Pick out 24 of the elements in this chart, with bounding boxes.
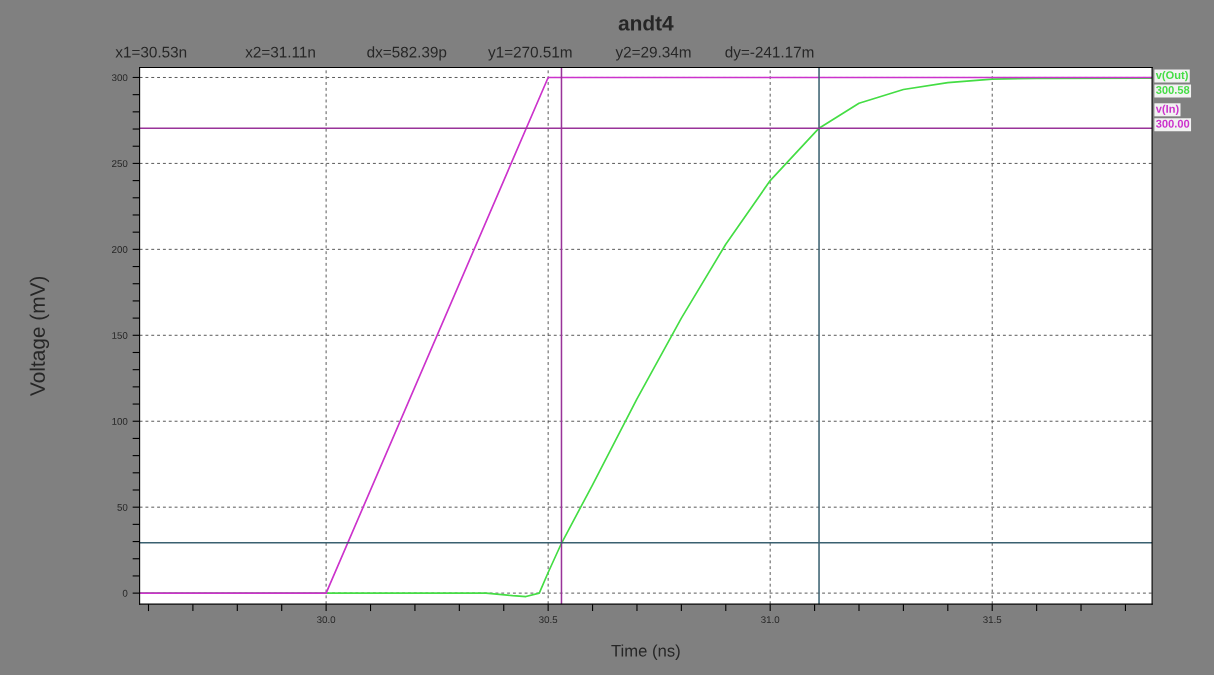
y-tick-label: 200 <box>112 246 128 253</box>
series-label: v(Out) <box>1155 70 1188 82</box>
x-axis-title: Time (ns) <box>611 644 680 660</box>
text: v(In) <box>1155 104 1179 115</box>
text: y1=270.51m <box>488 46 572 61</box>
text: dy=-241.17m <box>725 46 814 61</box>
y-tick-label: 250 <box>112 160 128 168</box>
x-tick-label: 30.0 <box>317 616 336 624</box>
y-tick-label: 300 <box>111 74 128 82</box>
text: y2=29.34m <box>615 46 691 61</box>
text: 300.58 <box>1155 86 1190 94</box>
text: 300.00 <box>1155 119 1190 128</box>
y-tick-label: 0 <box>122 589 128 597</box>
y-tick-label: 100 <box>112 417 128 425</box>
x-tick-label: 31.5 <box>983 616 1002 624</box>
chart-title: andt4 <box>618 15 674 31</box>
text: x2=31.11n <box>245 46 315 58</box>
y-tick-label: 50 <box>117 503 128 511</box>
text: dx=582.39p <box>367 46 447 61</box>
text: x1=30.53n <box>115 46 187 58</box>
y-tick-label: 150 <box>112 332 128 339</box>
x-tick-label: 31.0 <box>761 616 780 624</box>
x-tick-label: 30.5 <box>539 616 558 624</box>
y-axis-title: Voltage (mV) <box>29 276 50 396</box>
